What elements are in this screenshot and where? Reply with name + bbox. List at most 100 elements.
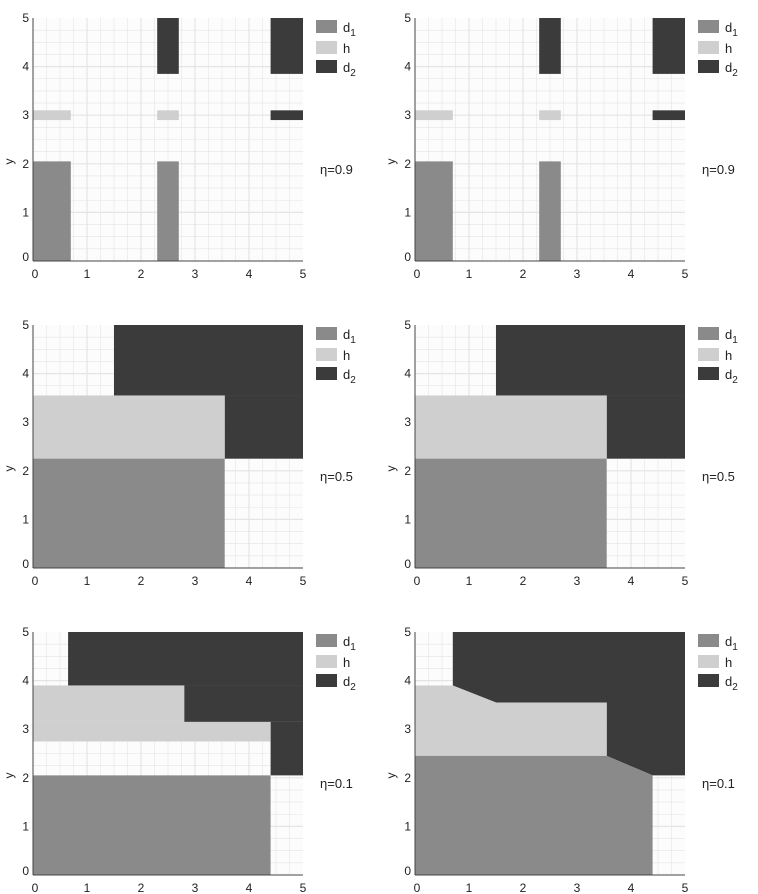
region-h [415,110,453,121]
x-tick-label: 4 [246,881,253,894]
y-tick-label: 5 [404,318,411,332]
y-tick-label: 5 [404,11,411,25]
y-tick-label: 2 [404,157,411,171]
x-tick-label: 1 [466,574,473,588]
y-tick-label: 4 [404,60,411,74]
x-tick-label: 4 [246,267,253,281]
x-tick-label: 2 [138,574,145,588]
legend-label-h: h [343,655,350,670]
region-h [33,110,71,121]
y-tick-label: 4 [404,367,411,381]
x-tick-label: 0 [414,881,421,894]
x-tick-label: 4 [628,574,635,588]
region-d2 [270,721,303,776]
legend-label-d2: d2 [343,367,356,386]
y-tick-label: 1 [404,512,411,526]
region-d2 [652,110,685,121]
region-d2 [496,325,685,396]
region-d2 [270,110,303,121]
y-tick-label: 4 [404,674,411,688]
legend-swatch-h [698,348,719,361]
y-tick-label: 2 [22,157,29,171]
region-d1 [539,161,561,261]
y-axis-label: y [2,466,16,472]
x-tick-label: 1 [84,574,91,588]
region-d2 [452,632,685,776]
y-tick-label: 2 [22,771,29,785]
y-tick-label: 5 [22,318,29,332]
legend-label-h: h [725,41,732,56]
panel-eta09-left: 0 1 2 3 4 5 0 1 2 3 4 5 y d1 h d2 η=0.9 [2,11,356,281]
y-axis-label: y [384,159,398,165]
y-tick-label: 2 [22,464,29,478]
x-tick-label: 4 [628,267,635,281]
y-tick-label: 4 [22,60,29,74]
legend-label-d2: d2 [725,674,738,693]
legend-label-h: h [725,655,732,670]
y-tick-label: 5 [404,625,411,639]
x-tick-label: 3 [574,881,581,894]
x-tick-label: 0 [414,267,421,281]
x-tick-label: 2 [520,881,527,894]
legend-swatch-d2 [698,674,719,687]
y-tick-label: 4 [22,674,29,688]
y-axis-label: y [2,773,16,779]
region-d1 [157,161,179,261]
region-d1 [415,161,453,261]
y-tick-label: 3 [22,722,29,736]
y-tick-label: 1 [404,819,411,833]
region-d2 [652,18,685,74]
y-tick-label: 0 [404,557,411,571]
region-h [33,685,185,722]
y-tick-label: 3 [404,722,411,736]
y-axis-label: y [2,159,16,165]
y-tick-label: 3 [22,108,29,122]
legend-label-d2: d2 [343,60,356,79]
legend-swatch-d2 [698,367,719,380]
y-tick-label: 5 [22,625,29,639]
eta-label: η=0.5 [320,469,353,484]
region-d1 [415,755,653,875]
x-tick-label: 3 [574,574,581,588]
x-tick-label: 0 [414,574,421,588]
region-d1 [415,458,607,568]
legend-label-h: h [343,41,350,56]
x-tick-label: 2 [138,267,145,281]
y-tick-label: 1 [22,819,29,833]
legend-label-h: h [725,348,732,363]
y-tick-label: 0 [404,864,411,878]
x-tick-label: 3 [192,881,199,894]
legend-swatch-d2 [316,367,337,380]
x-tick-label: 4 [628,881,635,894]
x-tick-label: 3 [192,267,199,281]
region-d2 [157,18,179,74]
y-tick-label: 0 [22,250,29,264]
x-tick-label: 2 [520,267,527,281]
region-h [415,395,607,459]
x-tick-label: 5 [300,574,307,588]
y-tick-label: 1 [404,205,411,219]
y-tick-label: 2 [404,771,411,785]
region-h [415,685,607,756]
x-tick-label: 1 [466,267,473,281]
x-tick-label: 4 [246,574,253,588]
y-tick-label: 0 [404,250,411,264]
legend-swatch-d1 [316,20,337,33]
panel-eta09-right: 0 1 2 3 4 5 0 1 2 3 4 5 y d1 h d2 η=0.9 [384,11,738,281]
legend-swatch-h [698,655,719,668]
legend-swatch-d2 [698,60,719,73]
y-tick-label: 0 [22,864,29,878]
region-d2 [270,18,303,74]
x-tick-label: 2 [520,574,527,588]
y-axis-label: y [384,773,398,779]
eta-label: η=0.5 [702,469,735,484]
region-d2 [114,325,303,396]
region-d1 [33,775,271,875]
x-tick-label: 5 [682,881,689,894]
legend-label-d1: d1 [725,327,738,346]
x-tick-label: 3 [192,574,199,588]
legend-label-h: h [343,348,350,363]
panel-eta05-right: 0 1 2 3 4 5 0 1 2 3 4 5 y d1 h d2 η=0.5 [384,318,738,588]
legend-swatch-h [698,41,719,54]
